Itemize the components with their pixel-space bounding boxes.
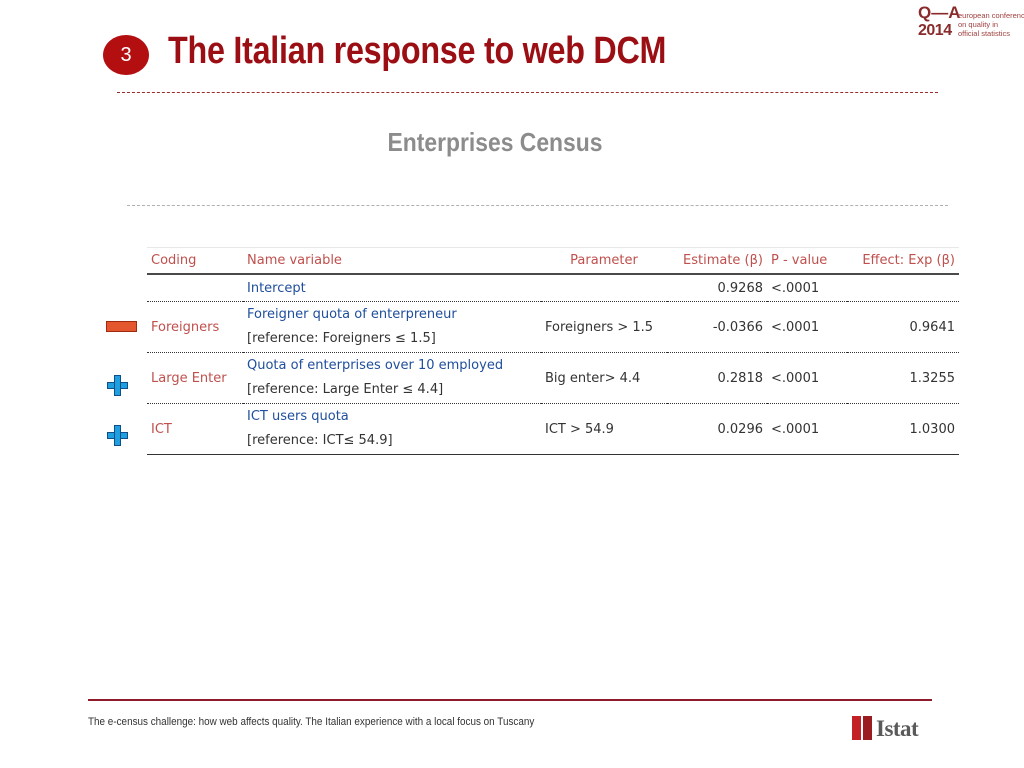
variable-reference: [reference: Large Enter ≤ 4.4] [247,382,444,397]
table-row: Large Enter Quota of enterprises over 10… [147,352,959,404]
plus-icon [107,375,129,397]
cell-coding: ICT [147,403,243,455]
cell-estimate: 0.2818 [667,352,767,404]
cell-parameter: ICT > 54.9 [541,403,667,455]
minus-icon [106,321,137,332]
cell-coding: Foreigners [147,301,243,353]
table-row: Foreigners Foreigner quota of enterprene… [147,301,959,353]
variable-name: ICT users quota [247,409,349,424]
cell-coding: Large Enter [147,352,243,404]
logo-caption-line: official statistics [958,29,1010,38]
cell-name-variable: Foreigner quota of enterpreneur [referen… [243,301,541,353]
istat-logo: Istat [852,716,942,742]
logo-caption-line: on quality in [958,20,999,29]
istat-logo-word: Istat [876,716,919,741]
cell-coding [147,274,243,302]
cell-estimate: -0.0366 [667,301,767,353]
table-header-row: Coding Name variable Parameter Estimate … [147,247,959,275]
col-header-parameter: Parameter [541,247,667,275]
logo-year: 2014 [918,22,952,39]
cell-name-variable: Quota of enterprises over 10 employed [r… [243,352,541,404]
col-header-estimate: Estimate (β) [667,247,767,275]
cell-p-value: <.0001 [767,274,847,302]
istat-logo-mark [852,716,861,740]
logo-qa-mark: Q—A [918,3,961,22]
cell-p-value: <.0001 [767,403,847,455]
plus-icon [107,425,129,447]
variable-name: Foreigner quota of enterpreneur [247,307,457,322]
cell-p-value: <.0001 [767,301,847,353]
variable-name: Quota of enterprises over 10 employed [247,358,504,373]
table-row: ICT ICT users quota [reference: ICT≤ 54.… [147,403,959,455]
variable-reference: [reference: ICT≤ 54.9] [247,433,393,448]
col-header-effect: Effect: Exp (β) [847,247,959,275]
slide-title: The Italian response to web DCM [168,30,667,72]
cell-estimate: 0.0296 [667,403,767,455]
footer-caption: The e-census challenge: how web affects … [88,716,535,728]
cell-name-variable: Intercept [243,274,541,302]
cell-effect: 1.0300 [847,403,959,455]
qa2014-logo: Q—A 2014 european conference on quality … [918,3,1024,43]
cell-parameter [541,274,667,302]
col-header-coding: Coding [147,247,243,275]
subtitle-divider [127,205,948,206]
col-header-name-variable: Name variable [243,247,541,275]
cell-effect: 1.3255 [847,352,959,404]
variable-reference: [reference: Foreigners ≤ 1.5] [247,331,436,346]
cell-name-variable: ICT users quota [reference: ICT≤ 54.9] [243,403,541,455]
logo-caption-line: european conference [958,11,1024,20]
slide-subtitle: Enterprises Census [387,127,603,157]
table-row: Intercept 0.9268 <.0001 [147,274,959,302]
cell-effect: 0.9641 [847,301,959,353]
footer-divider [88,699,932,701]
cell-estimate: 0.9268 [667,274,767,302]
regression-table: Coding Name variable Parameter Estimate … [147,247,959,455]
cell-parameter: Big enter> 4.4 [541,352,667,404]
cell-parameter: Foreigners > 1.5 [541,301,667,353]
slide-number-badge: 3 [103,35,149,75]
cell-effect [847,274,959,302]
cell-p-value: <.0001 [767,352,847,404]
title-divider [117,92,938,93]
col-header-p-value: P - value [767,247,847,275]
istat-logo-mark [863,716,872,740]
logo-caption: european conference on quality in offici… [958,11,1024,38]
